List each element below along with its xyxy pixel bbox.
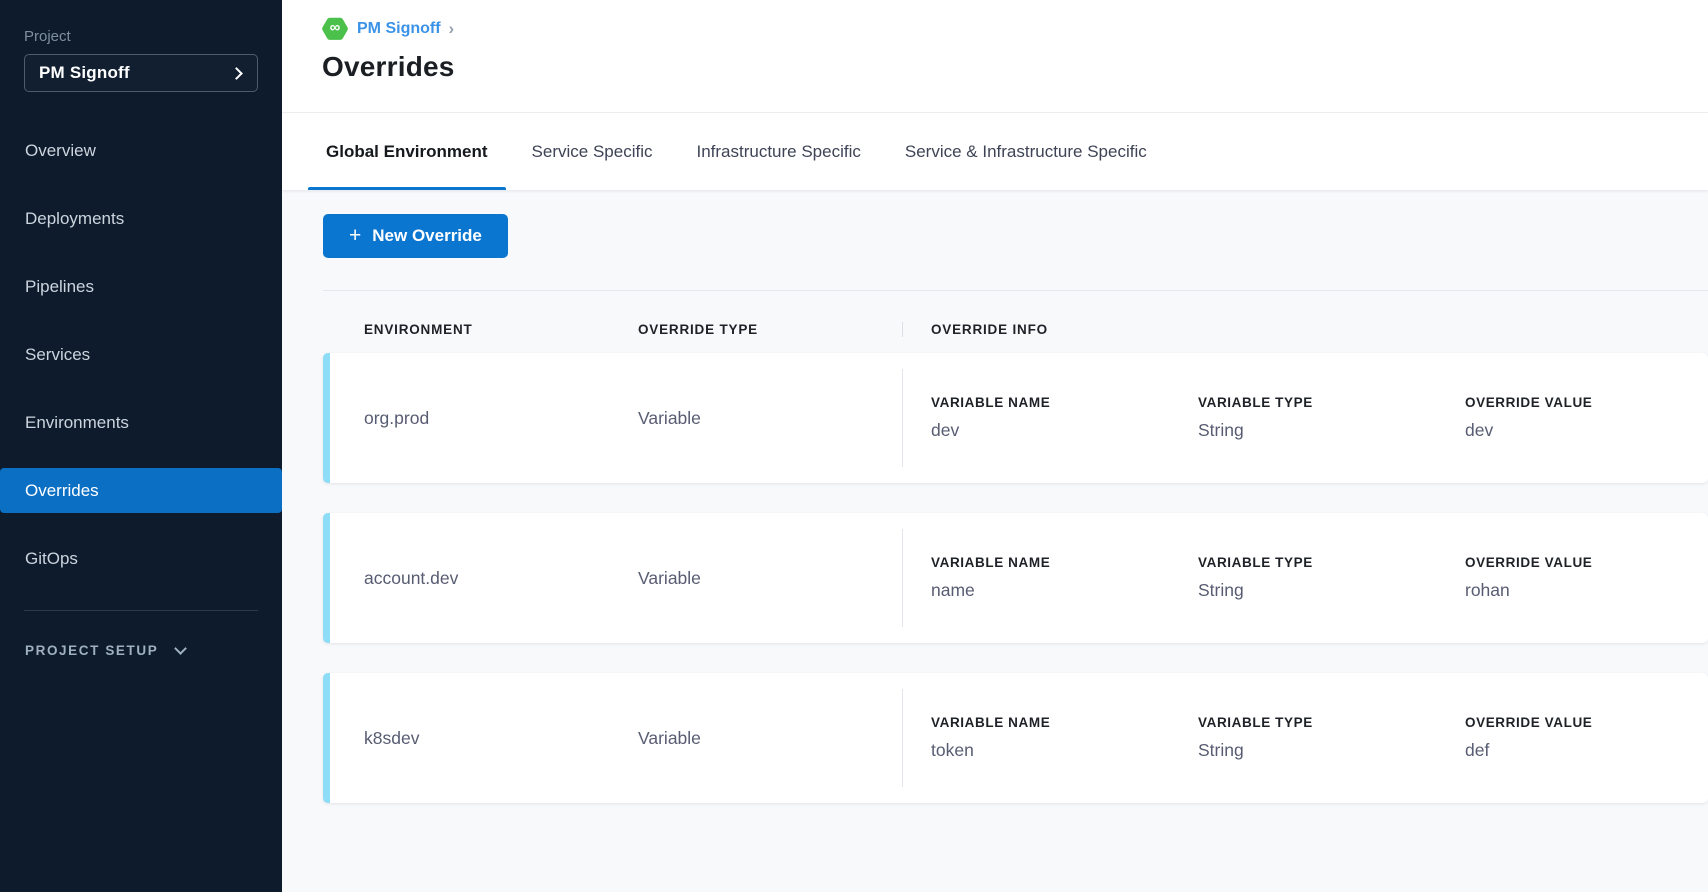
environment-value: k8sdev	[364, 727, 420, 748]
project-selector[interactable]: PM Signoff	[24, 54, 258, 92]
chevron-down-icon	[174, 642, 188, 655]
override-value-value: rohan	[1465, 580, 1510, 600]
override-row-org-prod[interactable]: org.prod Variable VARIABLE NAME dev VARI…	[323, 353, 1708, 483]
page-header: ∞ PM Signoff › Overrides	[282, 0, 1708, 113]
new-override-button[interactable]: + New Override	[323, 214, 508, 258]
column-header-override-info: OVERRIDE INFO	[902, 321, 1708, 337]
override-type-value: Variable	[638, 407, 701, 428]
override-value-label: OVERRIDE VALUE	[1465, 555, 1593, 570]
overrides-tabbar: Global Environment Service Specific Infr…	[282, 113, 1708, 190]
column-header-environment: ENVIRONMENT	[364, 321, 473, 337]
override-value-item: OVERRIDE VALUE rohan	[1465, 555, 1708, 601]
new-override-button-label: New Override	[372, 226, 482, 245]
variable-name-value: token	[931, 740, 974, 760]
override-info-cell: VARIABLE NAME token VARIABLE TYPE String…	[902, 689, 1708, 787]
override-row-k8sdev[interactable]: k8sdev Variable VARIABLE NAME token VARI…	[323, 673, 1708, 803]
variable-type-value: String	[1198, 740, 1244, 760]
project-setup-label: PROJECT SETUP	[25, 643, 159, 658]
tab-infrastructure-specific[interactable]: Infrastructure Specific	[696, 141, 861, 161]
variable-type-label: VARIABLE TYPE	[1198, 715, 1313, 730]
table-top-divider	[323, 290, 1708, 291]
main-area: ∞ PM Signoff › Overrides Global Environm…	[282, 0, 1708, 892]
tab-service-and-infrastructure-specific[interactable]: Service & Infrastructure Specific	[904, 141, 1147, 161]
project-sidebar: Project PM Signoff Overview Deployments …	[0, 0, 282, 892]
override-type-value: Variable	[638, 727, 701, 748]
override-value-value: dev	[1465, 420, 1494, 440]
chevron-right-icon	[230, 66, 243, 80]
tab-service-specific[interactable]: Service Specific	[531, 141, 653, 161]
sidebar-item-overrides[interactable]: Overrides	[0, 468, 282, 513]
override-value-label: OVERRIDE VALUE	[1465, 715, 1593, 730]
sidebar-item-environments[interactable]: Environments	[25, 412, 129, 432]
variable-type-value: String	[1198, 420, 1244, 440]
sidebar-item-deployments[interactable]: Deployments	[25, 208, 125, 228]
override-info-cell: VARIABLE NAME name VARIABLE TYPE String …	[902, 529, 1708, 627]
table-header-row: ENVIRONMENT OVERRIDE TYPE OVERRIDE INFO	[323, 305, 1708, 353]
override-value-value: def	[1465, 740, 1490, 760]
variable-name-item: VARIABLE NAME name	[931, 555, 1198, 601]
override-info-cell: VARIABLE NAME dev VARIABLE TYPE String O…	[902, 369, 1708, 467]
environment-value: org.prod	[364, 407, 430, 428]
breadcrumb-separator: ›	[448, 19, 455, 38]
variable-type-value: String	[1198, 580, 1244, 600]
column-header-override-type: OVERRIDE TYPE	[638, 321, 758, 337]
variable-name-label: VARIABLE NAME	[931, 395, 1051, 410]
plus-icon: +	[349, 223, 362, 247]
tab-global-environment[interactable]: Global Environment	[308, 113, 506, 190]
project-label: Project	[24, 28, 71, 45]
variable-type-item: VARIABLE TYPE String	[1198, 395, 1465, 441]
variable-type-item: VARIABLE TYPE String	[1198, 715, 1465, 761]
variable-type-item: VARIABLE TYPE String	[1198, 555, 1465, 601]
environment-value: account.dev	[364, 567, 459, 588]
override-value-item: OVERRIDE VALUE dev	[1465, 395, 1708, 441]
sidebar-item-gitops[interactable]: GitOps	[25, 548, 78, 568]
override-value-item: OVERRIDE VALUE def	[1465, 715, 1708, 761]
variable-name-value: name	[931, 580, 975, 600]
sidebar-item-services[interactable]: Services	[25, 344, 91, 364]
project-setup-toggle[interactable]: PROJECT SETUP	[0, 642, 282, 658]
sidebar-item-overview[interactable]: Overview	[25, 140, 96, 160]
page-title: Overrides	[322, 51, 455, 82]
variable-type-label: VARIABLE TYPE	[1198, 395, 1313, 410]
sidebar-item-pipelines[interactable]: Pipelines	[25, 276, 94, 296]
project-selector-value: PM Signoff	[39, 63, 130, 82]
cd-module-icon: ∞	[322, 16, 348, 42]
variable-name-label: VARIABLE NAME	[931, 715, 1051, 730]
variable-name-item: VARIABLE NAME token	[931, 715, 1198, 761]
sidebar-nav: Overview Deployments Pipelines Services …	[0, 128, 282, 604]
variable-name-label: VARIABLE NAME	[931, 555, 1051, 570]
sidebar-divider	[24, 610, 258, 611]
override-row-account-dev[interactable]: account.dev Variable VARIABLE NAME name …	[323, 513, 1708, 643]
breadcrumb-project-link[interactable]: PM Signoff	[357, 20, 441, 37]
variable-name-item: VARIABLE NAME dev	[931, 395, 1198, 441]
variable-type-label: VARIABLE TYPE	[1198, 555, 1313, 570]
override-value-label: OVERRIDE VALUE	[1465, 395, 1593, 410]
infinity-glyph: ∞	[329, 19, 341, 36]
override-type-value: Variable	[638, 567, 701, 588]
project-section: Project PM Signoff	[0, 0, 282, 92]
variable-name-value: dev	[931, 420, 960, 440]
breadcrumb: ∞ PM Signoff ›	[322, 16, 1708, 42]
overrides-content: + New Override ENVIRONMENT OVERRIDE TYPE…	[282, 190, 1708, 892]
